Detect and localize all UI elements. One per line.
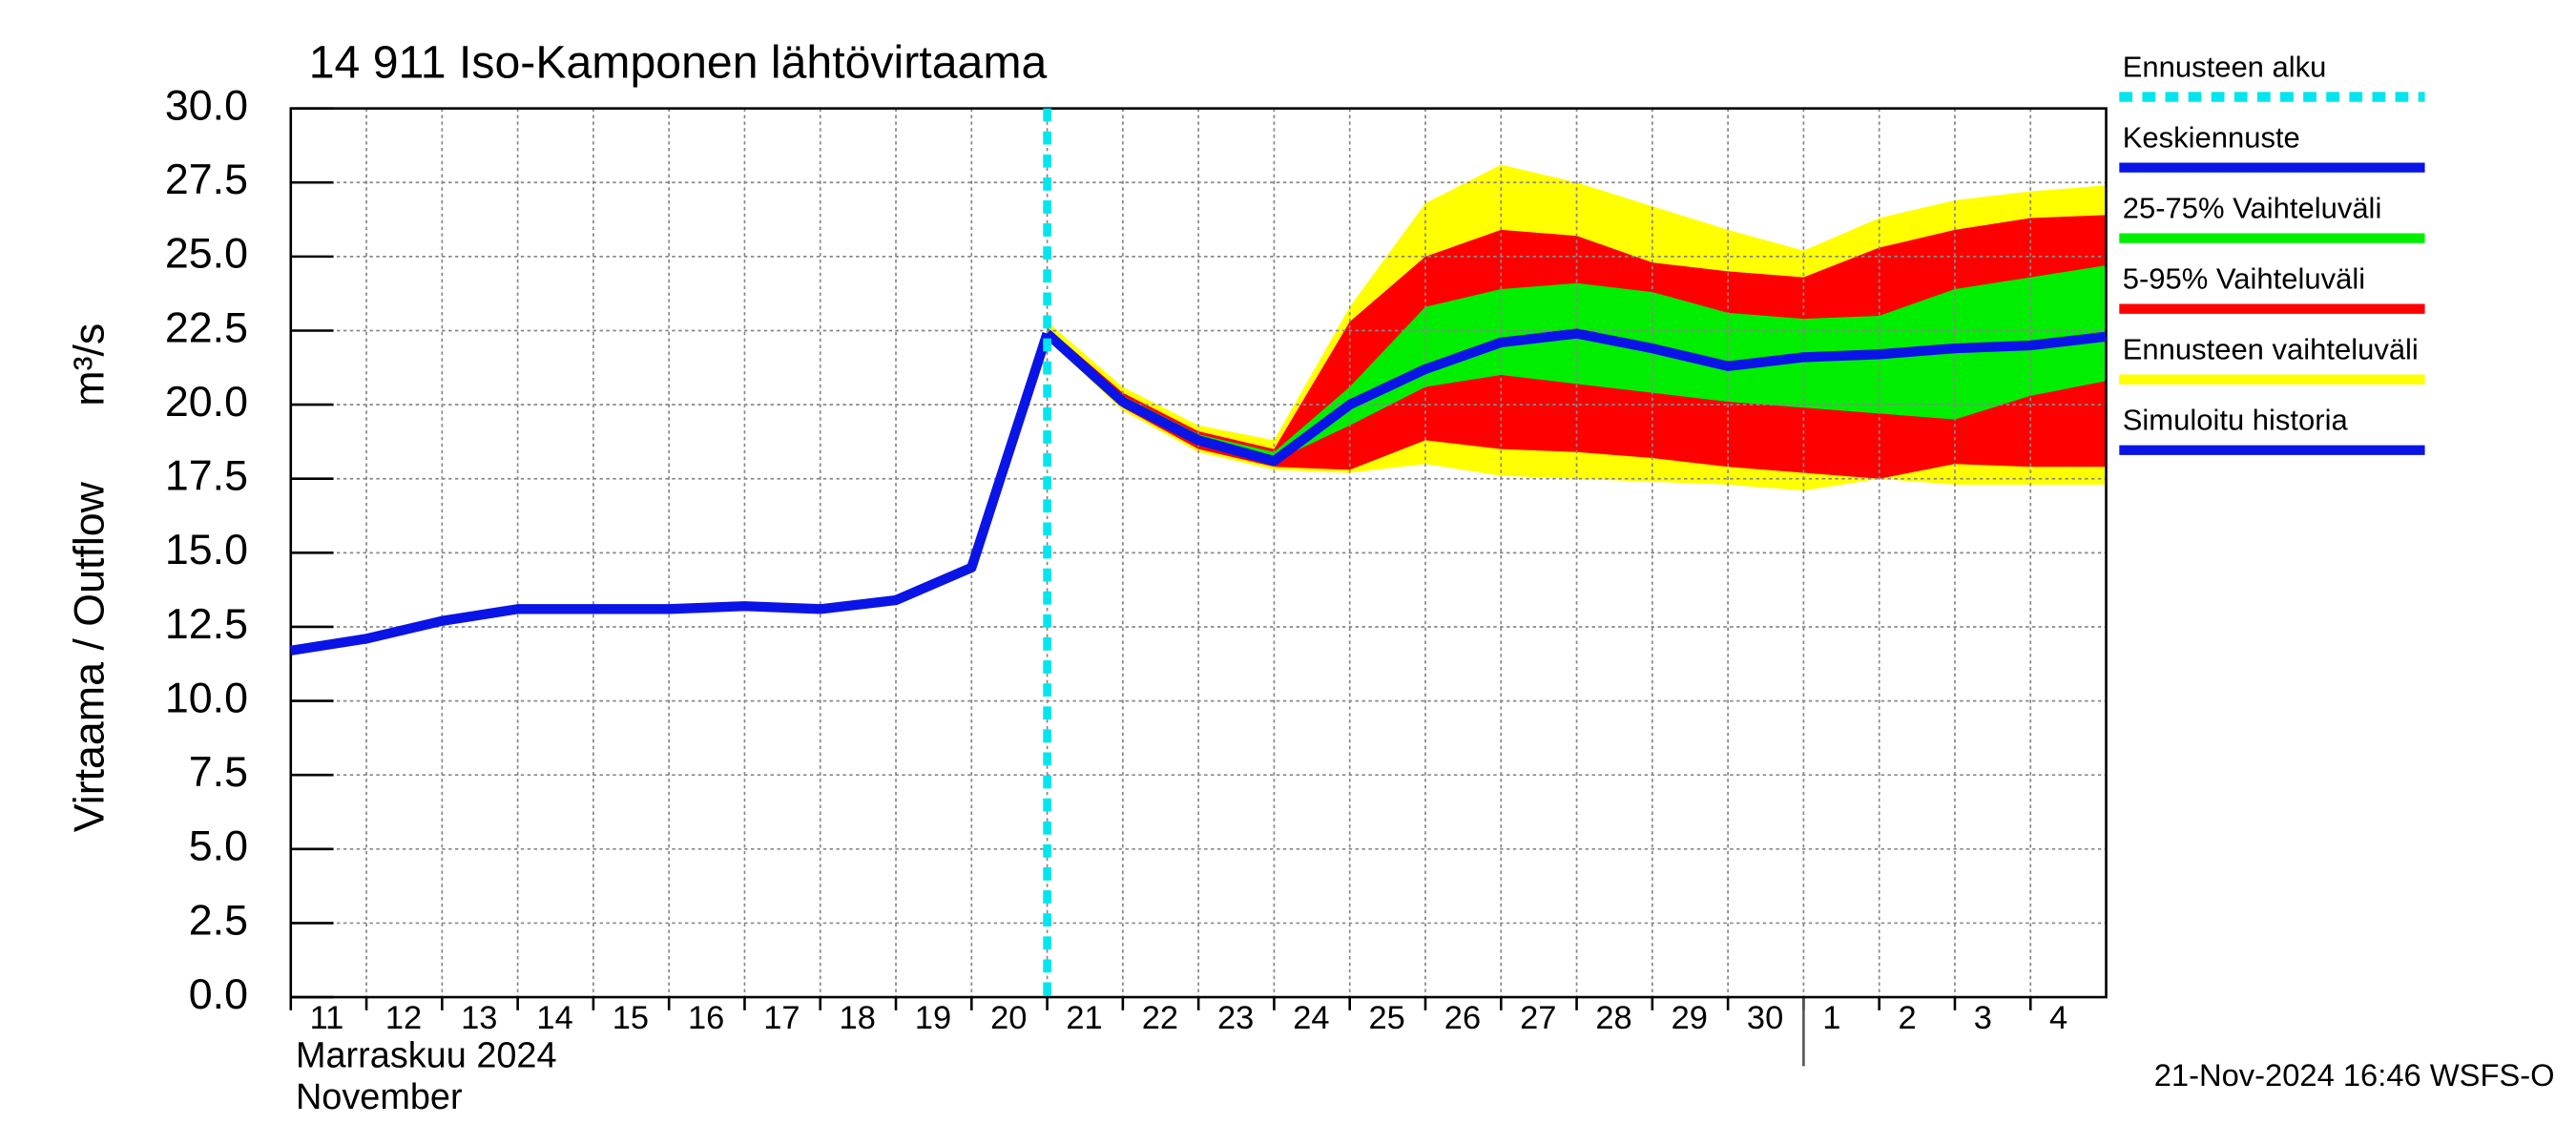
x-axis-label: November: [296, 1077, 463, 1117]
x-tick-label: 3: [1974, 1000, 1992, 1036]
y-tick-label: 15.0: [165, 526, 248, 573]
y-tick-label: 17.5: [165, 452, 248, 500]
x-tick-label: 13: [461, 1000, 497, 1036]
y-tick-label: 2.5: [189, 896, 248, 944]
x-tick-label: 12: [385, 1000, 422, 1036]
x-tick-label: 25: [1369, 1000, 1405, 1036]
legend-label: Ennusteen vaihteluväli: [2123, 333, 2419, 366]
y-tick-label: 20.0: [165, 378, 248, 426]
footer: 21-Nov-2024 16:46 WSFS-O: [2154, 1057, 2555, 1093]
x-tick-label: 15: [613, 1000, 649, 1036]
x-tick-label: 23: [1217, 1000, 1254, 1036]
y-tick-label: 7.5: [189, 748, 248, 796]
x-tick-label: 14: [536, 1000, 572, 1036]
y-tick-label: 22.5: [165, 303, 248, 351]
x-tick-label: 1: [1822, 1000, 1840, 1036]
x-tick-label: 28: [1595, 1000, 1631, 1036]
legend-label: 25-75% Vaihteluväli: [2123, 192, 2382, 225]
x-tick-label: 18: [840, 1000, 876, 1036]
y-tick-label: 25.0: [165, 230, 248, 278]
y-tick-label: 30.0: [165, 81, 248, 129]
x-tick-label: 30: [1747, 1000, 1783, 1036]
x-tick-label: 21: [1066, 1000, 1102, 1036]
x-tick-label: 17: [763, 1000, 800, 1036]
y-tick-label: 27.5: [165, 156, 248, 203]
legend-label: Keskiennuste: [2123, 121, 2300, 155]
x-tick-label: 27: [1520, 1000, 1556, 1036]
y-tick-label: 5.0: [189, 822, 248, 870]
y-axis-unit: m³/s: [65, 323, 113, 406]
x-tick-label: 2: [1899, 1000, 1917, 1036]
y-tick-label: 10.0: [165, 674, 248, 721]
x-tick-label: 20: [990, 1000, 1027, 1036]
legend-label: Ennusteen alku: [2123, 50, 2327, 83]
legend-label: 5-95% Vaihteluväli: [2123, 262, 2365, 296]
x-tick-label: 24: [1293, 1000, 1329, 1036]
line: [1044, 328, 2108, 467]
plot-frame: [289, 107, 2108, 999]
y-axis-label: Virtaama / Outflow: [65, 481, 113, 832]
y-tick-label: 12.5: [165, 600, 248, 648]
x-tick-label: 16: [688, 1000, 724, 1036]
x-tick-label: 11: [310, 1000, 344, 1036]
legend-label: Simuloitu historia: [2123, 404, 2349, 437]
x-axis-label: Marraskuu 2024: [296, 1036, 557, 1076]
x-tick-label: 22: [1142, 1000, 1178, 1036]
x-tick-label: 26: [1444, 1000, 1481, 1036]
chart-title: 14 911 Iso-Kamponen lähtövirtaama: [309, 37, 1048, 89]
x-tick-label: 19: [915, 1000, 951, 1036]
x-tick-label: 29: [1672, 1000, 1708, 1036]
line: [289, 332, 1052, 656]
band: [1047, 265, 2107, 462]
x-tick-label: 4: [2049, 1000, 2067, 1036]
y-tick-label: 0.0: [189, 970, 248, 1018]
